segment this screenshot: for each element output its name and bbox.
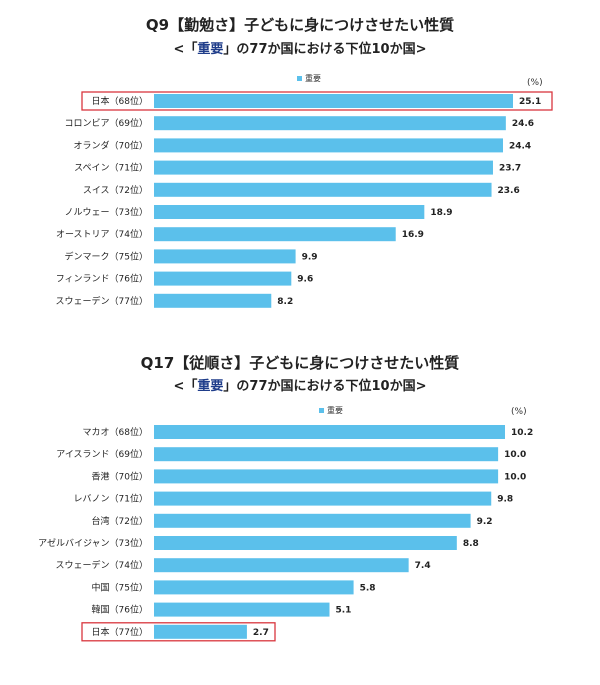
legend-label: 重要 xyxy=(305,74,321,83)
bar xyxy=(154,536,457,550)
value-label: 8.8 xyxy=(463,539,479,549)
bar xyxy=(154,293,272,308)
category-label: 中国（75位） xyxy=(92,581,148,593)
value-label: 24.6 xyxy=(512,119,534,129)
category-label: ノルウェー（73位） xyxy=(65,206,148,218)
value-label: 9.6 xyxy=(297,275,313,285)
category-label: スウェーデン（77位） xyxy=(56,295,148,307)
category-label: フィンランド（76位） xyxy=(56,273,148,285)
bar xyxy=(154,116,506,131)
value-label: 5.8 xyxy=(360,583,376,593)
bar xyxy=(154,558,409,573)
bar xyxy=(154,160,493,175)
value-label: 18.9 xyxy=(430,208,452,218)
chart-title: Q9【勤勉さ】子どもに身につけさせたい性質 xyxy=(145,16,455,34)
chart-title: Q17【従順さ】子どもに身につけさせたい性質 xyxy=(140,354,460,372)
legend: 重要 xyxy=(319,405,343,416)
value-label: 5.1 xyxy=(336,606,352,616)
category-label: アイスランド（69位） xyxy=(56,448,148,460)
bar xyxy=(154,205,425,219)
category-label: デンマーク（75位） xyxy=(65,250,148,262)
legend-swatch xyxy=(297,76,302,81)
value-label: 10.0 xyxy=(504,472,526,482)
category-label: 台湾（72位） xyxy=(92,515,148,527)
category-label: スウェーデン（74位） xyxy=(56,559,148,571)
unit-label: (%) xyxy=(527,78,543,88)
bar xyxy=(154,447,499,462)
unit-label: (%) xyxy=(511,407,527,417)
value-label: 23.6 xyxy=(498,186,520,196)
value-label: 7.4 xyxy=(415,561,431,571)
category-label: マカオ（68位） xyxy=(83,426,148,438)
value-label: 25.1 xyxy=(519,97,541,107)
category-label: コロンビア（69位） xyxy=(65,117,148,129)
value-label: 23.7 xyxy=(499,164,521,174)
legend-swatch xyxy=(319,408,324,413)
chart-subtitle: <「重要」の77か国における下位10か国> xyxy=(173,42,427,57)
value-label: 8.2 xyxy=(277,297,293,307)
category-label: 日本（77位） xyxy=(92,626,148,638)
bar xyxy=(154,624,247,639)
category-label: 韓国（76位） xyxy=(92,604,148,616)
category-label: アゼルバイジャン（73位） xyxy=(38,537,148,549)
highlight-box xyxy=(81,622,276,642)
bar xyxy=(154,425,505,439)
bar xyxy=(154,94,513,108)
legend-label: 重要 xyxy=(327,406,343,415)
category-label: オランダ（70位） xyxy=(74,139,148,151)
chart-q17: Q17【従順さ】子どもに身につけさせたい性質 <「重要」の77か国における下位1… xyxy=(0,342,600,685)
bar xyxy=(154,138,503,153)
value-label: 9.2 xyxy=(477,517,493,527)
bar xyxy=(154,580,354,595)
category-label: 香港（70位） xyxy=(92,470,148,482)
category-label: 日本（68位） xyxy=(92,95,148,107)
value-label: 16.9 xyxy=(402,230,424,240)
bar-chart-svg: 日本（68位） 25.1 コロンビア（69位） 24.6 オランダ（70位） 24.4 スペ… xyxy=(56,91,553,308)
legend: 重要 xyxy=(297,73,321,84)
bar xyxy=(154,182,492,197)
category-label: スイス（72位） xyxy=(83,184,148,196)
category-label: スペイン（71位） xyxy=(74,162,148,174)
category-label: レバノン（71位） xyxy=(74,493,148,505)
value-label: 24.4 xyxy=(509,141,531,151)
bar xyxy=(154,513,471,528)
bar-chart-svg: マカオ（68位） 10.2 アイスランド（69位） 10.0 香港（70位） 10.0 レバ… xyxy=(38,425,533,642)
bar xyxy=(154,469,499,484)
value-label: 10.2 xyxy=(511,428,533,438)
value-label: 9.8 xyxy=(497,495,513,505)
bar xyxy=(154,271,292,286)
value-label: 2.7 xyxy=(253,628,269,638)
chart-subtitle: <「重要」の77か国における下位10か国> xyxy=(173,379,427,394)
chart-q9: Q9【勤勉さ】子どもに身につけさせたい性質 <「重要」の77か国における下位10… xyxy=(0,0,600,330)
bar xyxy=(154,227,396,242)
category-label: オーストリア（74位） xyxy=(56,228,148,240)
value-label: 10.0 xyxy=(504,450,526,460)
bar xyxy=(154,602,330,617)
value-label: 9.9 xyxy=(302,252,318,262)
highlight-box xyxy=(81,91,553,111)
bar xyxy=(154,249,296,264)
bar xyxy=(154,491,492,506)
